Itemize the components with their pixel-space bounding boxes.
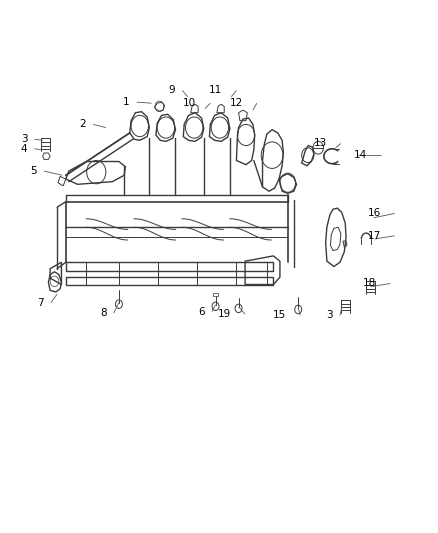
Text: 1: 1 [123, 97, 130, 107]
Text: 7: 7 [37, 297, 44, 308]
Text: 18: 18 [363, 278, 377, 288]
Text: 10: 10 [183, 98, 196, 108]
Text: 6: 6 [198, 306, 205, 317]
Text: 17: 17 [367, 231, 381, 241]
Text: 3: 3 [21, 134, 28, 144]
Text: 19: 19 [218, 309, 231, 319]
Text: 13: 13 [314, 139, 327, 149]
Text: 11: 11 [209, 85, 223, 95]
Text: 4: 4 [21, 144, 28, 154]
Text: 8: 8 [100, 308, 107, 318]
Text: 16: 16 [367, 208, 381, 219]
Text: 15: 15 [273, 310, 286, 320]
Text: 9: 9 [169, 85, 176, 95]
Text: 2: 2 [80, 119, 86, 130]
Text: 14: 14 [354, 150, 367, 160]
Text: 3: 3 [326, 310, 333, 320]
Text: 5: 5 [31, 166, 37, 176]
Text: 12: 12 [230, 98, 243, 108]
